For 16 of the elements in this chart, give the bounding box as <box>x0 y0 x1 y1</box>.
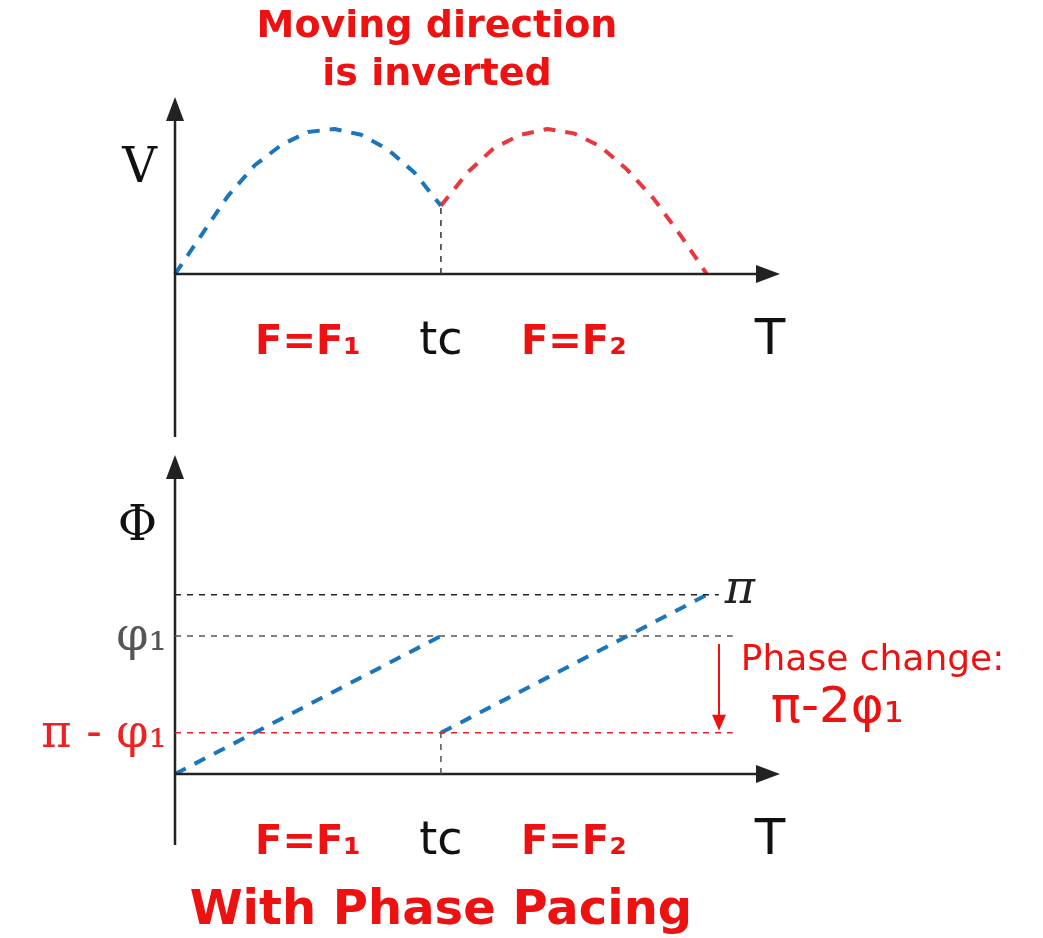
ref-line-label: π <box>723 559 756 614</box>
ref-line-label: π - φ₁ <box>41 703 167 758</box>
x-axis-title: T <box>753 808 786 866</box>
x-axis-title: T <box>753 308 786 366</box>
chart-title: Moving direction is inverted <box>255 1 619 96</box>
ref-line-label: φ₁ <box>116 606 167 661</box>
text: F=F₁ <box>255 317 361 363</box>
y-axis-title: V <box>121 137 159 193</box>
y-axis-title: Φ <box>117 495 157 551</box>
annotation: Phase change: π-2φ₁ <box>740 637 1005 735</box>
text: F=F₁ <box>255 817 361 863</box>
text: F=F₂ <box>521 817 627 863</box>
text: tc <box>419 311 463 365</box>
text: With Phase Pacing <box>189 879 693 935</box>
text: tc <box>419 811 463 865</box>
text: F=F₂ <box>521 317 627 363</box>
